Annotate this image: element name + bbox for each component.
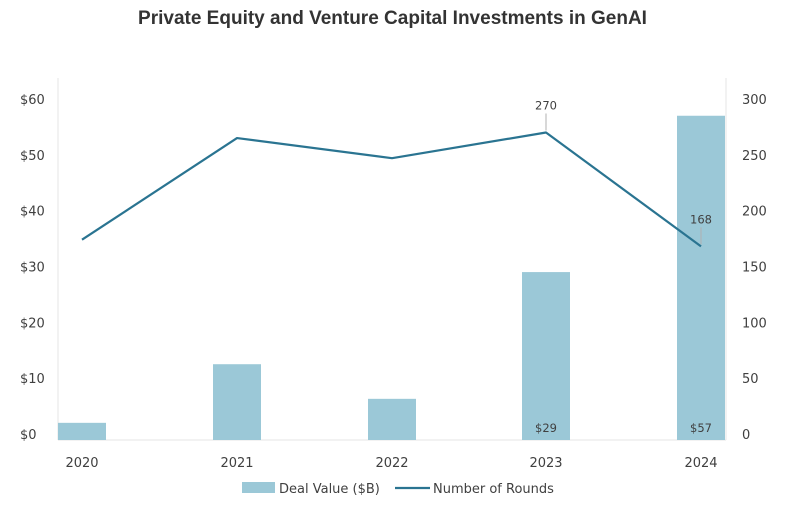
- y-right-tick-label: 0: [742, 428, 750, 443]
- y-left-tick-label: $50: [20, 149, 45, 164]
- bar-2024: [677, 115, 725, 440]
- y-right-tick-label: 150: [742, 261, 767, 276]
- y-right-tick-label: 200: [742, 205, 767, 220]
- y-left-tick-label: $10: [20, 372, 45, 387]
- chart-title: Private Equity and Venture Capital Inves…: [138, 8, 647, 29]
- legend-swatch-deal-value: [242, 482, 275, 493]
- x-tick-label: 2023: [529, 456, 562, 471]
- legend-label-deal-value: Deal Value ($B): [279, 482, 380, 497]
- bar-2020: [58, 422, 106, 440]
- y-right-tick-label: 50: [742, 372, 759, 387]
- line-number-of-rounds: [81, 131, 702, 248]
- x-tick-label: 2024: [684, 456, 717, 471]
- line-data-label: 168: [690, 212, 712, 226]
- y-left-tick-label: $40: [20, 205, 45, 220]
- y-left-tick-label: $20: [20, 316, 45, 331]
- bar-2021: [213, 364, 261, 440]
- y-left-tick-label: $60: [20, 93, 45, 108]
- x-tick-label: 2022: [375, 456, 408, 471]
- bar-2022: [368, 398, 416, 440]
- line-data-label: 270: [535, 99, 557, 113]
- x-tick-label: 2020: [65, 456, 98, 471]
- bar-2023: [522, 272, 570, 440]
- bar-data-label: $29: [535, 421, 557, 435]
- y-right-tick-label: 300: [742, 93, 767, 108]
- y-right-tick-label: 100: [742, 316, 767, 331]
- x-tick-label: 2021: [220, 456, 253, 471]
- y-right-tick-label: 250: [742, 149, 767, 164]
- legend-label-number-of-rounds: Number of Rounds: [433, 482, 554, 497]
- y-left-tick-label: $30: [20, 261, 45, 276]
- y-left-tick-label: $0: [20, 428, 37, 443]
- bar-data-label: $57: [690, 421, 712, 435]
